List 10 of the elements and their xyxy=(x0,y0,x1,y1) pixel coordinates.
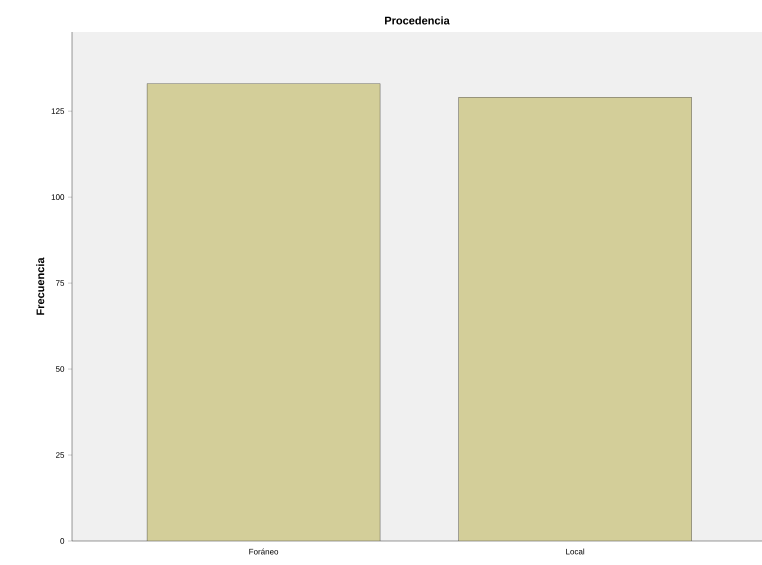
y-tick-label: 25 xyxy=(56,452,64,458)
y-tick-label: 50 xyxy=(56,366,64,372)
y-tick-label: 125 xyxy=(52,108,64,114)
y-tick-label: 75 xyxy=(56,280,64,286)
y-tick-label: 0 xyxy=(60,538,64,544)
x-tick-label: Local xyxy=(566,548,584,554)
chart-title: Procedencia xyxy=(385,16,450,24)
y-tick-label: 100 xyxy=(52,194,64,200)
y-axis-title: Frecuencia xyxy=(36,257,44,315)
x-tick-label: Foráneo xyxy=(249,548,278,554)
